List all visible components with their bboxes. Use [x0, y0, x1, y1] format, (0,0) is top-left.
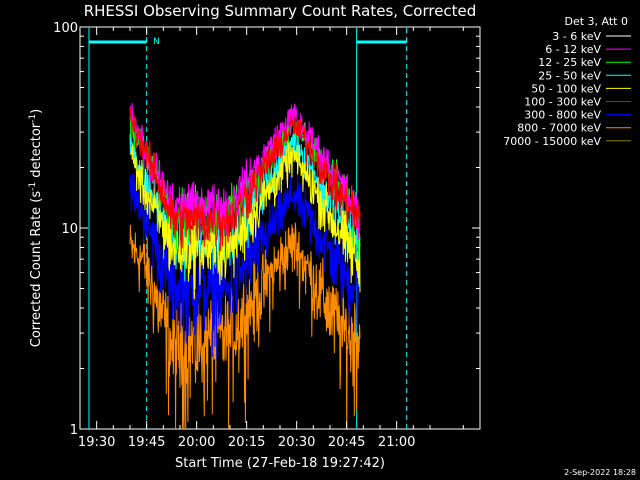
y-axis-label-part: ) [29, 109, 44, 114]
legend-entry-label: 800 - 7000 keV [517, 122, 601, 135]
footer-date: 2-Sep-2022 18:28 [564, 468, 636, 477]
x-tick-label: 20:00 [178, 435, 215, 450]
x-tick-label: 21:00 [378, 435, 415, 450]
x-tick-label: 20:15 [228, 435, 265, 450]
y-axis-label-superscript: -1 [28, 182, 38, 191]
legend-entry-label: 300 - 800 keV [524, 109, 601, 122]
y-axis-label-part: Corrected Count Rate (s [29, 191, 44, 348]
series-layer [129, 102, 361, 430]
legend-entry-label: 12 - 25 keV [538, 56, 601, 69]
legend-entry-label: 6 - 12 keV [545, 43, 601, 56]
series-line [129, 172, 361, 361]
series-line [129, 222, 361, 430]
legend-entry-label: 3 - 6 keV [552, 30, 601, 43]
series-line [129, 142, 361, 299]
chart-title: RHESSI Observing Summary Count Rates, Co… [84, 2, 477, 20]
legend-entry-label: 7000 - 15000 keV [503, 135, 601, 148]
legend-entry-label: 25 - 50 keV [538, 69, 601, 82]
y-axis-label-superscript: -1 [28, 114, 38, 123]
x-tick-label: 19:45 [128, 435, 165, 450]
y-axis-label-part: detector [29, 122, 44, 182]
legend-header: Det 3, Att 0 [565, 15, 629, 28]
y-axis-label: Corrected Count Rate (s-1 detector-1) [28, 109, 44, 347]
legend-entry-label: 100 - 300 keV [524, 96, 601, 109]
x-tick-label: 20:30 [278, 435, 315, 450]
x-axis-label: Start Time (27-Feb-18 19:27:42) [175, 456, 385, 471]
x-tick-label: 20:45 [328, 435, 365, 450]
y-tick-label: 10 [61, 222, 78, 237]
y-tick-label: 100 [53, 21, 78, 36]
series-line [129, 102, 361, 241]
legend-entry-label: 50 - 100 keV [531, 82, 601, 95]
axis-layer: 19:30 19:45 20:00 20:15 20:30 20:45 21:00 1 10 10… [53, 21, 481, 450]
x-tick-label: 19:30 [78, 435, 115, 450]
night-label: N [153, 37, 160, 47]
y-tick-label: 1 [70, 423, 78, 438]
series-line [129, 107, 361, 256]
